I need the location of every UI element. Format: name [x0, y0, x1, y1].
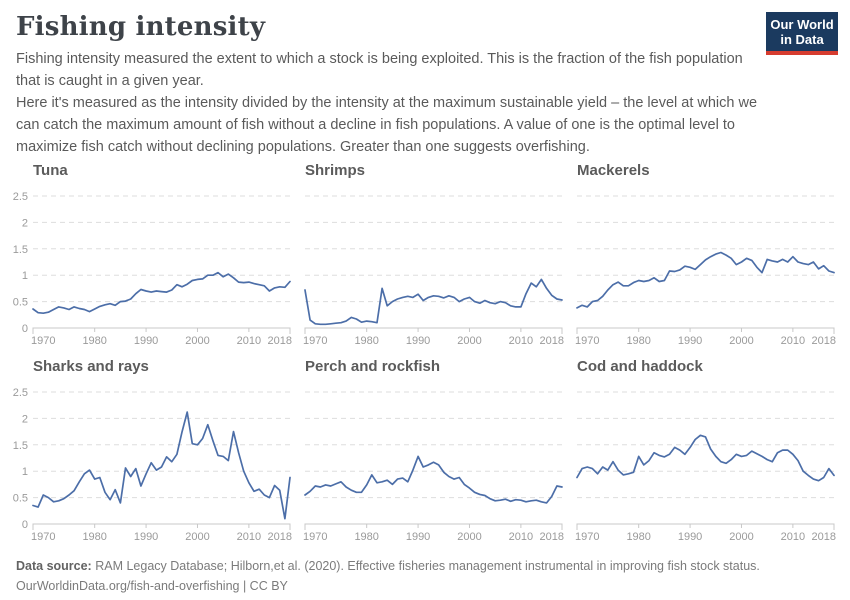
- x-tick-label: 1980: [82, 531, 106, 543]
- x-tick-label: 1970: [575, 531, 599, 543]
- y-tick-label: 0: [22, 519, 28, 531]
- y-tick-label: 0.5: [13, 493, 28, 505]
- y-tick-label: 1.5: [13, 440, 28, 452]
- x-tick-label: 2018: [540, 335, 564, 347]
- x-tick-label: 1990: [406, 335, 430, 347]
- chart-title-sharks-and-rays: Sharks and rays: [33, 358, 149, 375]
- x-tick-label: 1980: [82, 335, 106, 347]
- chart-panel-perch-and-rockfish: Perch and rockfish 1970 1980 1990 2000 2010 20…: [303, 358, 564, 543]
- x-tick-label: 2010: [237, 531, 261, 543]
- y-tick-label: 1.5: [13, 244, 28, 256]
- y-tick-label: 0.5: [13, 297, 28, 309]
- y-tick-label: 1: [22, 466, 28, 478]
- chart-title-tuna: Tuna: [33, 162, 68, 179]
- x-tick-label: 1980: [626, 335, 650, 347]
- chart-title-perch-and-rockfish: Perch and rockfish: [305, 358, 441, 375]
- x-axis-line: [304, 327, 563, 334]
- y-tick-label: 2: [22, 413, 28, 425]
- x-tick-label: 2000: [729, 531, 753, 543]
- x-axis-line: [576, 523, 835, 530]
- x-axis-line: [576, 327, 835, 334]
- owid-logo-line2: in Data: [780, 32, 824, 47]
- data-line-cod-and-haddock: [576, 434, 835, 482]
- chart-panel-sharks-and-rays: Sharks and rays 1970 1980 1990 2000 2010 2018 0…: [13, 358, 292, 543]
- x-axis-line: [32, 327, 291, 334]
- chart-panel-shrimps: Shrimps 1970 1980 1990 2000 2010 2018: [303, 162, 564, 347]
- chart-mackerels: 1970 1980 1990 2000 2010 2018: [575, 195, 836, 347]
- subtitle-paragraph-2: Here it's measured as the intensity divi…: [16, 95, 758, 155]
- chart-subtitle: Fishing intensity measured the extent to…: [16, 48, 758, 158]
- y-tick-label: 2.5: [13, 191, 28, 203]
- x-tick-label: 1990: [678, 335, 702, 347]
- x-tick-label: 2018: [812, 335, 836, 347]
- chart-panel-tuna: Tuna 1970 1980 1990 2000 2010 2018 0 0.5 1 1.5 2 2.5: [13, 162, 292, 347]
- y-tick-label: 1: [22, 270, 28, 282]
- x-tick-label: 1990: [134, 335, 158, 347]
- data-line-sharks-and-rays: [32, 411, 291, 520]
- x-tick-label: 2010: [237, 335, 261, 347]
- owid-logo[interactable]: Our World in Data: [766, 12, 838, 55]
- x-tick-label: 1980: [626, 531, 650, 543]
- x-tick-label: 2000: [457, 335, 481, 347]
- x-tick-label: 1970: [31, 335, 55, 347]
- x-tick-label: 1970: [31, 531, 55, 543]
- chart-panel-cod-and-haddock: Cod and haddock 1970 1980 1990 2000 2010 2018: [575, 358, 836, 543]
- data-line-mackerels: [576, 251, 835, 309]
- license-line: OurWorldinData.org/fish-and-overfishing …: [16, 579, 288, 593]
- x-tick-label: 2010: [781, 335, 805, 347]
- y-tick-label: 0: [22, 323, 28, 335]
- x-tick-label: 1970: [575, 335, 599, 347]
- x-tick-label: 1990: [406, 531, 430, 543]
- x-tick-label: 1990: [678, 531, 702, 543]
- data-line-perch-and-rockfish: [304, 455, 563, 504]
- y-tick-label: 2.5: [13, 387, 28, 399]
- owid-logo-line1: Our World: [770, 17, 834, 32]
- x-tick-label: 2010: [509, 335, 533, 347]
- x-tick-label: 2018: [268, 335, 292, 347]
- x-tick-label: 1980: [354, 335, 378, 347]
- x-axis-line: [304, 523, 563, 530]
- chart-shrimps: 1970 1980 1990 2000 2010 2018: [303, 195, 564, 347]
- data-source-line: Data source: RAM Legacy Database; Hilbor…: [16, 556, 834, 576]
- y-tick-label: 2: [22, 217, 28, 229]
- chart-title-mackerels: Mackerels: [577, 162, 650, 179]
- data-source-text: RAM Legacy Database; Hilborn,et al. (202…: [91, 559, 760, 573]
- chart-perch-and-rockfish: 1970 1980 1990 2000 2010 2018: [303, 391, 564, 543]
- x-tick-label: 2010: [509, 531, 533, 543]
- x-tick-label: 2018: [540, 531, 564, 543]
- x-tick-label: 2018: [812, 531, 836, 543]
- x-axis-line: [32, 523, 291, 530]
- x-tick-label: 2000: [457, 531, 481, 543]
- x-tick-label: 2000: [185, 335, 209, 347]
- x-tick-label: 2018: [268, 531, 292, 543]
- chart-sharks-and-rays: 1970 1980 1990 2000 2010 2018 0 0.5 1 1.5 2 2.5: [13, 387, 292, 543]
- subtitle-paragraph-1: Fishing intensity measured the extent to…: [16, 51, 743, 89]
- chart-panel-mackerels: Mackerels 1970 1980 1990 2000 2010 2018: [575, 162, 836, 347]
- page-title: Fishing intensity: [16, 12, 266, 42]
- chart-cod-and-haddock: 1970 1980 1990 2000 2010 2018: [575, 391, 836, 543]
- chart-title-cod-and-haddock: Cod and haddock: [577, 358, 703, 375]
- data-line-shrimps: [304, 278, 563, 326]
- chart-tuna: 1970 1980 1990 2000 2010 2018 0 0.5 1 1.5 2 2.5: [13, 191, 292, 347]
- small-multiples-grid: Tuna 1970 1980 1990 2000 2010 2018 0 0.5 1 1.5 2 2.5…: [13, 162, 836, 543]
- x-tick-label: 2000: [729, 335, 753, 347]
- x-tick-label: 1990: [134, 531, 158, 543]
- chart-title-shrimps: Shrimps: [305, 162, 366, 179]
- x-tick-label: 1970: [303, 531, 327, 543]
- x-tick-label: 2010: [781, 531, 805, 543]
- data-line-tuna: [32, 271, 291, 315]
- x-tick-label: 2000: [185, 531, 209, 543]
- x-tick-label: 1970: [303, 335, 327, 347]
- x-tick-label: 1980: [354, 531, 378, 543]
- data-source-label: Data source:: [16, 559, 92, 573]
- chart-footer: Data source: RAM Legacy Database; Hilbor…: [16, 556, 834, 596]
